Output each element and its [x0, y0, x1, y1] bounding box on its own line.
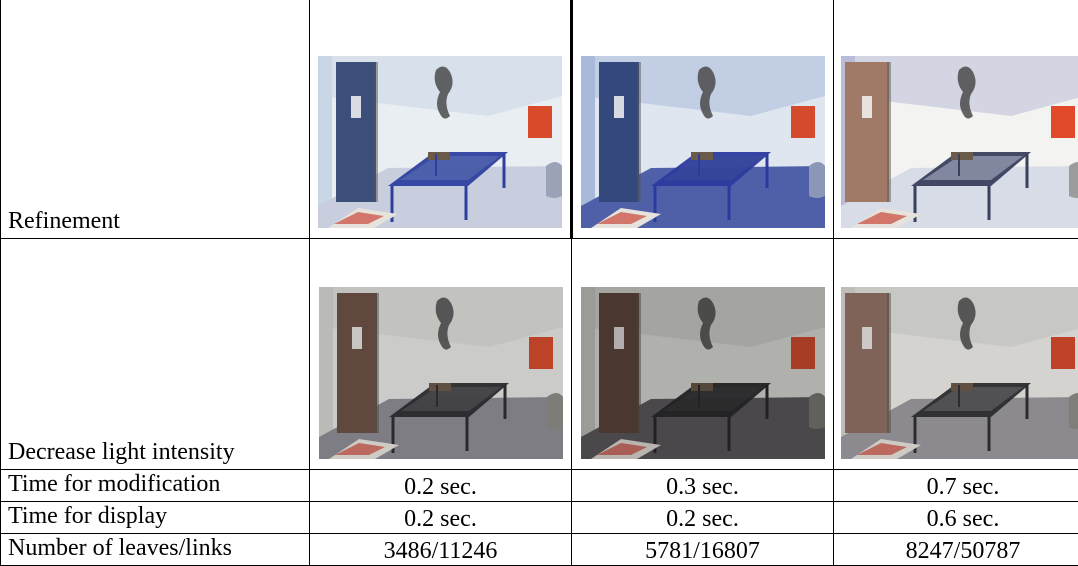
time-display-value-2: 0.2 sec. — [572, 502, 834, 534]
leaves-links-value-3: 8247/50787 — [834, 534, 1078, 566]
refinement-image-1 — [318, 56, 562, 228]
decrease-light-image-3 — [841, 287, 1078, 459]
decrease-light-image-cell-3 — [834, 239, 1078, 470]
refinement-image-cell-1 — [310, 0, 572, 239]
decrease-light-row: Decrease light intensity — [1, 239, 1078, 470]
decrease-light-image-2 — [581, 287, 825, 459]
refinement-image-3 — [841, 56, 1078, 228]
leaves-links-value-1: 3486/11246 — [310, 534, 572, 566]
decrease-light-label: Decrease light intensity — [1, 239, 310, 470]
time-display-label: Time for display — [1, 502, 310, 534]
refinement-image-cell-3 — [834, 0, 1078, 239]
decrease-light-image-cell-2 — [572, 239, 834, 470]
decrease-light-image-cell-1 — [310, 239, 572, 470]
refinement-image-2 — [581, 56, 825, 228]
leaves-links-label: Number of leaves/links — [1, 534, 310, 566]
time-modification-label: Time for modification — [1, 470, 310, 502]
leaves-links-row: Number of leaves/links 3486/11246 5781/1… — [1, 534, 1078, 566]
time-display-row: Time for display 0.2 sec. 0.2 sec. 0.6 s… — [1, 502, 1078, 534]
refinement-image-cell-2 — [572, 0, 834, 239]
time-modification-value-3: 0.7 sec. — [834, 470, 1078, 502]
refinement-row: Refinement — [1, 0, 1078, 239]
decrease-light-image-1 — [319, 287, 563, 459]
time-modification-row: Time for modification 0.2 sec. 0.3 sec. … — [1, 470, 1078, 502]
time-modification-value-2: 0.3 sec. — [572, 470, 834, 502]
time-display-value-3: 0.6 sec. — [834, 502, 1078, 534]
refinement-label: Refinement — [1, 0, 310, 239]
leaves-links-value-2: 5781/16807 — [572, 534, 834, 566]
time-display-value-1: 0.2 sec. — [310, 502, 572, 534]
time-modification-value-1: 0.2 sec. — [310, 470, 572, 502]
